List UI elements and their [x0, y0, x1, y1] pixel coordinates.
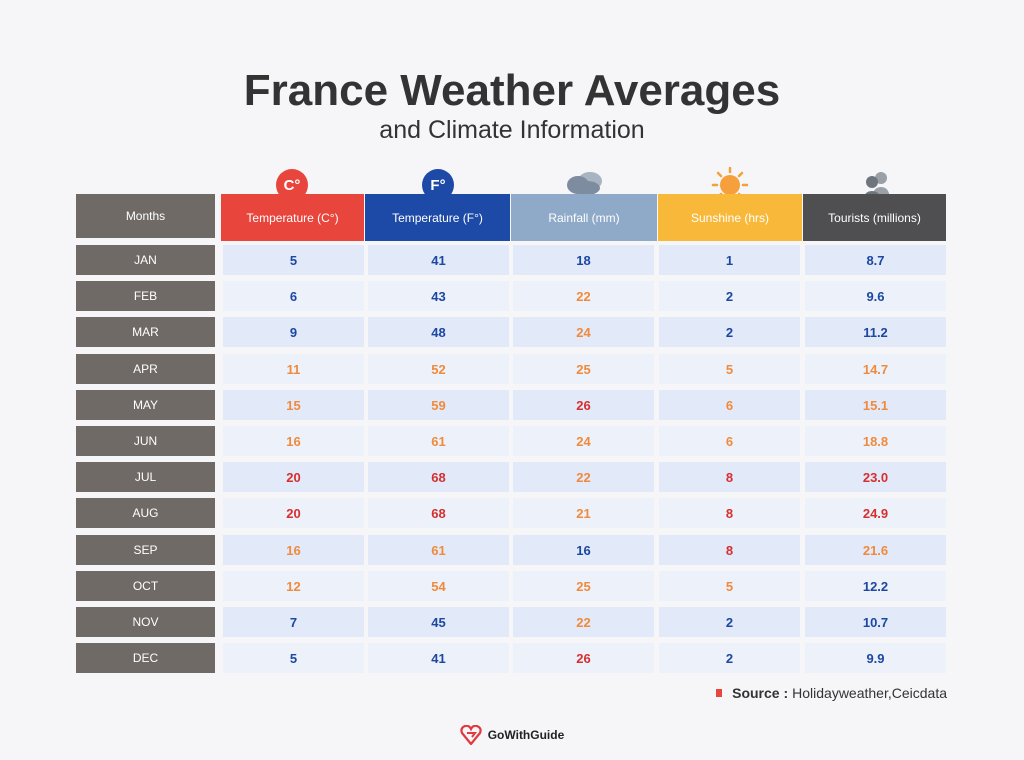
value-cell: 15 — [223, 390, 364, 420]
value-cell: 22 — [513, 607, 654, 637]
value-cell: 7 — [223, 607, 364, 637]
value-cell: 9.9 — [805, 643, 946, 673]
value-cell: 11.2 — [805, 317, 946, 347]
value-cell: 9.6 — [805, 281, 946, 311]
value-cell: 12.2 — [805, 571, 946, 601]
month-cell-dec: DEC — [76, 643, 215, 673]
value-cell: 41 — [368, 245, 509, 275]
value-cell: 26 — [513, 643, 654, 673]
value-cell: 25 — [513, 354, 654, 384]
value-cell: 8 — [659, 535, 800, 565]
value-cell: 6 — [659, 390, 800, 420]
month-cell-apr: APR — [76, 354, 215, 384]
value-cell: 5 — [659, 354, 800, 384]
value-cell: 10.7 — [805, 607, 946, 637]
value-cell: 16 — [513, 535, 654, 565]
brand-mark-icon — [460, 725, 482, 745]
value-cell: 11 — [223, 354, 364, 384]
header-rainfall: Rainfall (mm) — [511, 194, 657, 241]
source-text: Holidayweather,Ceicdata — [792, 685, 947, 701]
value-cell: 45 — [368, 607, 509, 637]
source-note: Source : Holidayweather,Ceicdata — [716, 685, 947, 701]
value-cell: 52 — [368, 354, 509, 384]
month-cell-nov: NOV — [76, 607, 215, 637]
value-cell: 5 — [223, 245, 364, 275]
value-cell: 14.7 — [805, 354, 946, 384]
source-marker — [716, 689, 723, 697]
value-cell: 41 — [368, 643, 509, 673]
value-cell: 1 — [659, 245, 800, 275]
value-cell: 21.6 — [805, 535, 946, 565]
month-cell-aug: AUG — [76, 498, 215, 528]
value-cell: 22 — [513, 281, 654, 311]
value-cell: 68 — [368, 498, 509, 528]
month-cell-sep: SEP — [76, 535, 215, 565]
header-temp-celsius: Temperature (C°) — [221, 194, 364, 241]
value-cell: 5 — [659, 571, 800, 601]
value-cell: 6 — [223, 281, 364, 311]
month-cell-may: MAY — [76, 390, 215, 420]
value-cell: 8 — [659, 498, 800, 528]
value-cell: 12 — [223, 571, 364, 601]
brand-name: GoWithGuide — [487, 728, 565, 742]
month-cell-feb: FEB — [76, 281, 215, 311]
source-label: Source : — [732, 685, 789, 701]
value-cell: 23.0 — [805, 462, 946, 492]
value-cell: 6 — [659, 426, 800, 456]
value-cell: 25 — [513, 571, 654, 601]
value-cell: 20 — [223, 498, 364, 528]
header-months: Months — [76, 194, 215, 238]
value-cell: 8.7 — [805, 245, 946, 275]
value-cell: 2 — [659, 317, 800, 347]
month-cell-oct: OCT — [76, 571, 215, 601]
header-temp-fahrenheit: Temperature (F°) — [365, 194, 510, 241]
month-cell-jun: JUN — [76, 426, 215, 456]
value-cell: 68 — [368, 462, 509, 492]
value-cell: 16 — [223, 535, 364, 565]
value-cell: 26 — [513, 390, 654, 420]
value-cell: 2 — [659, 607, 800, 637]
value-cell: 5 — [223, 643, 364, 673]
value-cell: 18 — [513, 245, 654, 275]
value-cell: 15.1 — [805, 390, 946, 420]
value-cell: 54 — [368, 571, 509, 601]
value-cell: 16 — [223, 426, 364, 456]
page-title: France Weather Averages — [243, 66, 781, 115]
value-cell: 43 — [368, 281, 509, 311]
value-cell: 2 — [659, 281, 800, 311]
value-cell: 61 — [368, 426, 509, 456]
value-cell: 61 — [368, 535, 509, 565]
value-cell: 8 — [659, 462, 800, 492]
header-sunshine: Sunshine (hrs) — [658, 194, 802, 241]
rain-cloud-icon — [561, 167, 607, 203]
month-cell-mar: MAR — [76, 317, 215, 347]
value-cell: 20 — [223, 462, 364, 492]
value-cell: 59 — [368, 390, 509, 420]
month-cell-jul: JUL — [76, 462, 215, 492]
value-cell: 18.8 — [805, 426, 946, 456]
value-cell: 24 — [513, 317, 654, 347]
brand-logo: GoWithGuide — [0, 725, 1024, 745]
value-cell: 9 — [223, 317, 364, 347]
header-tourists: Tourists (millions) — [803, 194, 946, 241]
value-cell: 24.9 — [805, 498, 946, 528]
month-cell-jan: JAN — [76, 245, 215, 275]
value-cell: 2 — [659, 643, 800, 673]
value-cell: 21 — [513, 498, 654, 528]
value-cell: 24 — [513, 426, 654, 456]
value-cell: 48 — [368, 317, 509, 347]
value-cell: 22 — [513, 462, 654, 492]
page-subtitle: and Climate Information — [379, 116, 645, 144]
